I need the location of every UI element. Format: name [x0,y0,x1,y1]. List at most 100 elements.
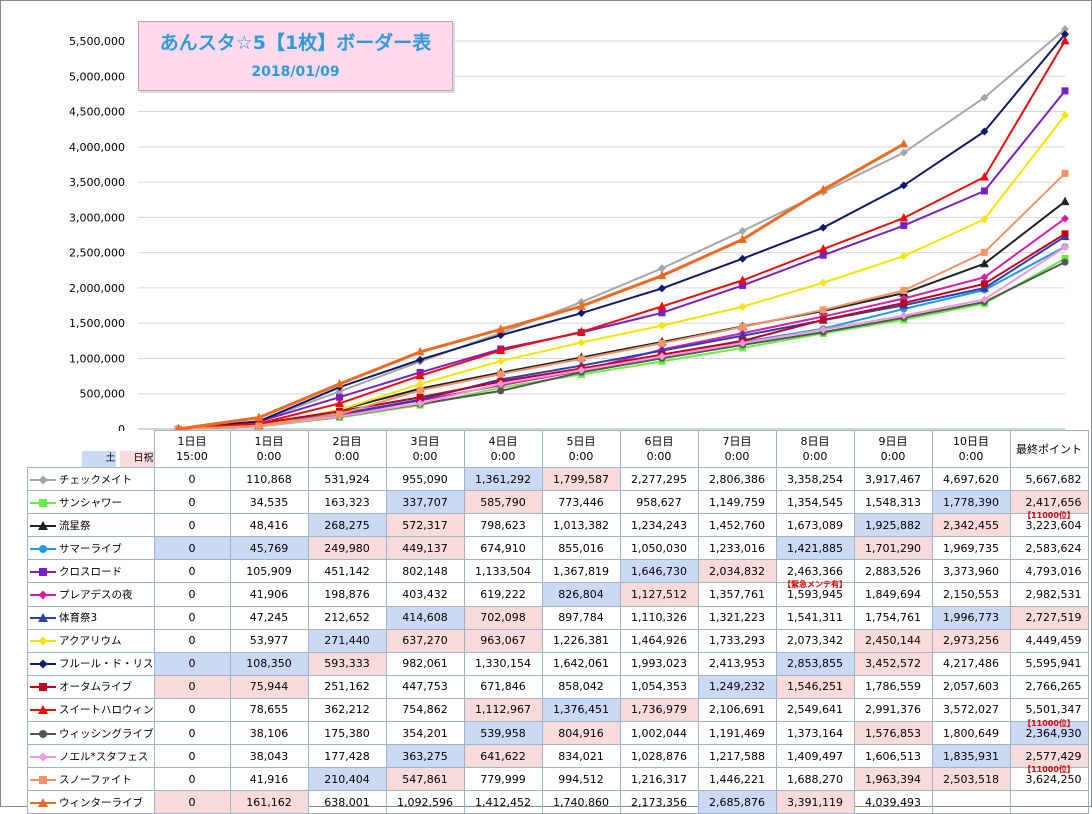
table-cell: 5,595,941 [1009,651,1089,676]
table-cell: 1,740,860 [541,790,621,814]
cell-value: 2,853,855 [787,657,843,671]
column-header-time: 0:00 [412,450,438,463]
column-header: 8日目 0:00 [775,430,855,468]
table-cell [931,790,1011,814]
data-point [980,280,988,288]
table-cell: 1,376,451 [541,697,621,723]
column-header-time: 0:00 [958,450,984,463]
legend-series-name: フルール・ド・リス [27,651,155,676]
table-cell: 1,191,469 [697,721,777,746]
cell-value: 34,535 [249,495,289,509]
series-label: サマーライブ [59,542,122,555]
data-point [657,352,666,361]
table-cell: 2,853,855 [775,651,855,676]
table-row: オータムライブ 0 75,944 251,162 447,753 671,846 858,0… [27,674,1089,699]
table-cell: 1,799,587 [541,466,621,492]
cell-value: 2,150,553 [943,588,999,602]
table-row: スイートハロウィン 0 78,655 362,212 754,862 1,112,967 1… [27,697,1089,728]
cell-value: 1,376,451 [553,703,609,717]
table-cell: 2,073,342 [775,628,855,653]
data-point [738,275,748,284]
data-point [496,345,506,354]
cell-value: 1,754,761 [865,611,921,625]
table-cell: 1,249,232 [697,674,777,699]
cell-value: 0 [188,726,196,740]
diamond-marker-icon [30,475,56,485]
series-label: ノエル*スタフェス [59,750,149,763]
cell-value: 75,944 [249,680,289,694]
cell-value: 3,373,960 [943,564,999,578]
data-point [899,148,908,157]
column-header-time: 0:00 [880,450,906,463]
y-tick-label: 4,500,000 [69,106,125,119]
cell-value: 2,766,265 [1025,680,1082,694]
data-point [1061,111,1069,120]
table-cell: 2,342,455 [931,513,1011,538]
series-line-group [174,243,1069,433]
triangle-marker-icon [30,520,56,531]
cell-value: 539,958 [480,726,526,740]
legend-series-name: オータムライブ [27,674,155,699]
data-point [657,264,666,273]
data-point [980,248,988,256]
cell-value: 619,222 [480,588,526,602]
data-point [1060,35,1070,45]
cell-value: 1,233,016 [709,541,765,555]
data-point [577,355,585,363]
table-cell: 802,148 [385,559,465,584]
table-cell: 1,013,382 [541,513,621,538]
table-cell: 1,226,381 [541,628,621,653]
data-point [416,399,425,408]
square-marker-icon [30,682,56,692]
data-point [818,244,828,253]
cell-value: 1,412,452 [475,795,531,809]
cell-value: 251,162 [324,680,370,694]
table-cell: 2,991,376 [853,697,933,723]
cell-value: 2,463,366 [787,564,843,578]
data-point [496,379,505,388]
table-cell: 958,627 [619,490,699,515]
cell-value: 1,673,089 [787,518,843,532]
data-point [979,283,989,292]
y-tick-label: 1,000,000 [69,352,125,365]
table-cell: 3,452,572 [853,651,933,676]
data-point [1061,30,1069,39]
table-cell: 1,028,876 [619,744,699,769]
cell-value: 1,367,819 [553,564,609,578]
data-point [576,326,586,336]
table-cell: 1,127,512 [619,582,699,607]
cell-value: 1,330,154 [475,657,531,671]
table-cell: 855,016 [541,536,621,561]
table-cell: 1,217,588 [697,744,777,769]
data-point [496,357,505,366]
cell-value: 363,275 [402,749,448,763]
cell-value: 779,999 [480,772,526,786]
data-point [416,355,425,364]
table-cell: 1,409,497 [775,744,855,769]
table-cell: 531,924 [307,466,387,492]
data-point [900,286,908,294]
cell-value: 0 [188,564,196,578]
table-cell: 1,849,694 [853,582,933,607]
table-cell: 2,549,641 [775,697,855,723]
cell-value: 2,073,342 [787,634,843,648]
table-cell: 1,321,223 [697,605,777,630]
table-cell: 539,958 [463,721,543,746]
table-cell: 671,846 [463,674,543,699]
cell-value: 1,646,730 [631,564,687,578]
diamond-marker-icon [30,752,56,762]
legend-series-name: サンシャワー [27,490,155,515]
cell-value: 212,652 [324,611,370,625]
cell-value: 1,576,853 [865,726,921,740]
data-point [899,139,909,148]
cell-value: 1,925,882 [865,518,921,532]
cell-value: 2,727,519 [1025,611,1082,625]
table-cell: 3,373,960 [931,559,1011,584]
table-cell: 1,754,761 [853,605,933,630]
table-cell: 177,428 [307,744,387,769]
table-cell: 1,446,221 [697,767,777,792]
table-cell: 4,217,486 [931,651,1011,676]
cell-value: 0 [188,541,196,555]
data-point [335,398,345,407]
table-cell: 210,404 [307,767,387,792]
